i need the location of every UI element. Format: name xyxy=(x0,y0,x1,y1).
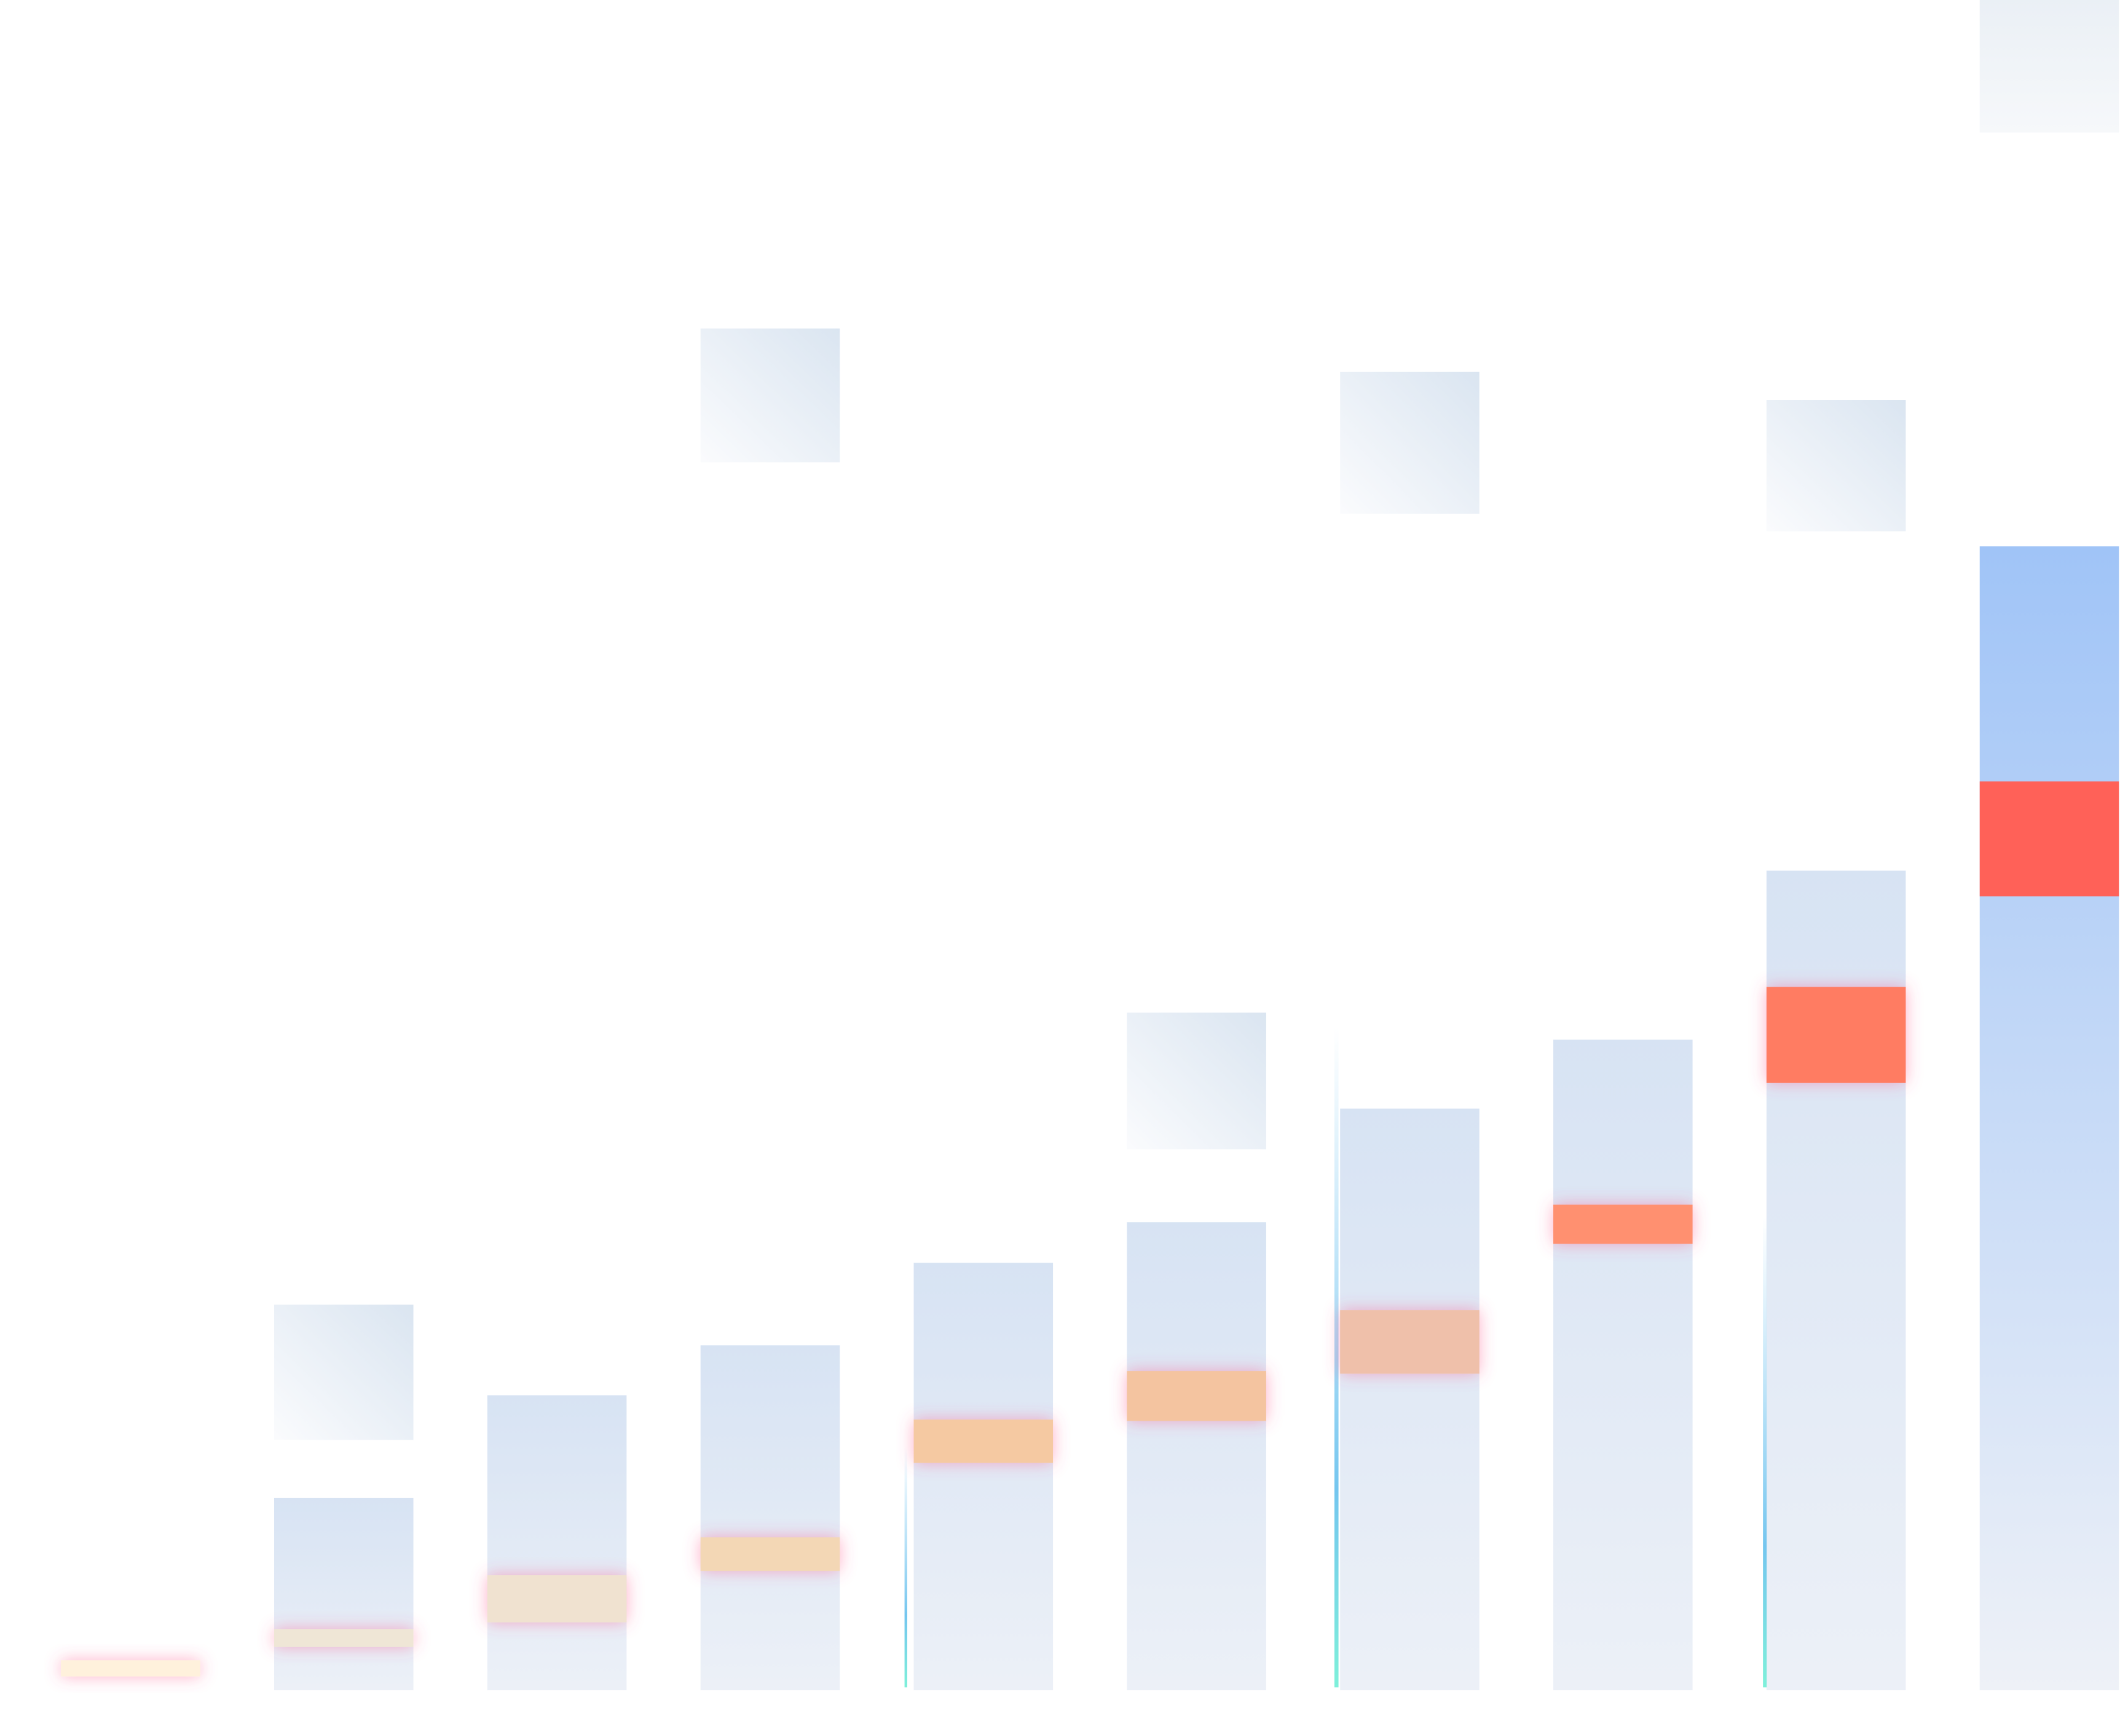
floating-block xyxy=(274,1304,414,1440)
marker xyxy=(700,1537,840,1571)
marker xyxy=(913,1419,1054,1463)
floating-block xyxy=(1766,400,1906,532)
marker xyxy=(274,1629,414,1647)
floating-block xyxy=(1127,1012,1266,1150)
marker xyxy=(1340,1310,1480,1374)
accent-line xyxy=(1334,1027,1339,1687)
bar xyxy=(1553,1040,1693,1691)
bar xyxy=(1979,546,2119,1691)
floating-block xyxy=(1340,371,1480,514)
accent-line xyxy=(904,1446,907,1687)
bar xyxy=(700,1345,840,1691)
marker xyxy=(61,1660,200,1677)
bar xyxy=(1340,1108,1480,1691)
marker xyxy=(1766,987,1906,1083)
bar xyxy=(274,1497,414,1691)
bar xyxy=(913,1263,1054,1691)
accent-line xyxy=(1763,1217,1767,1687)
bar xyxy=(1127,1222,1266,1691)
marker xyxy=(1127,1371,1266,1421)
floating-block xyxy=(700,328,840,463)
marker xyxy=(1979,781,2119,897)
marker xyxy=(1553,1204,1693,1244)
marker xyxy=(487,1575,627,1623)
bar xyxy=(487,1395,627,1691)
floating-block xyxy=(1979,0,2119,133)
